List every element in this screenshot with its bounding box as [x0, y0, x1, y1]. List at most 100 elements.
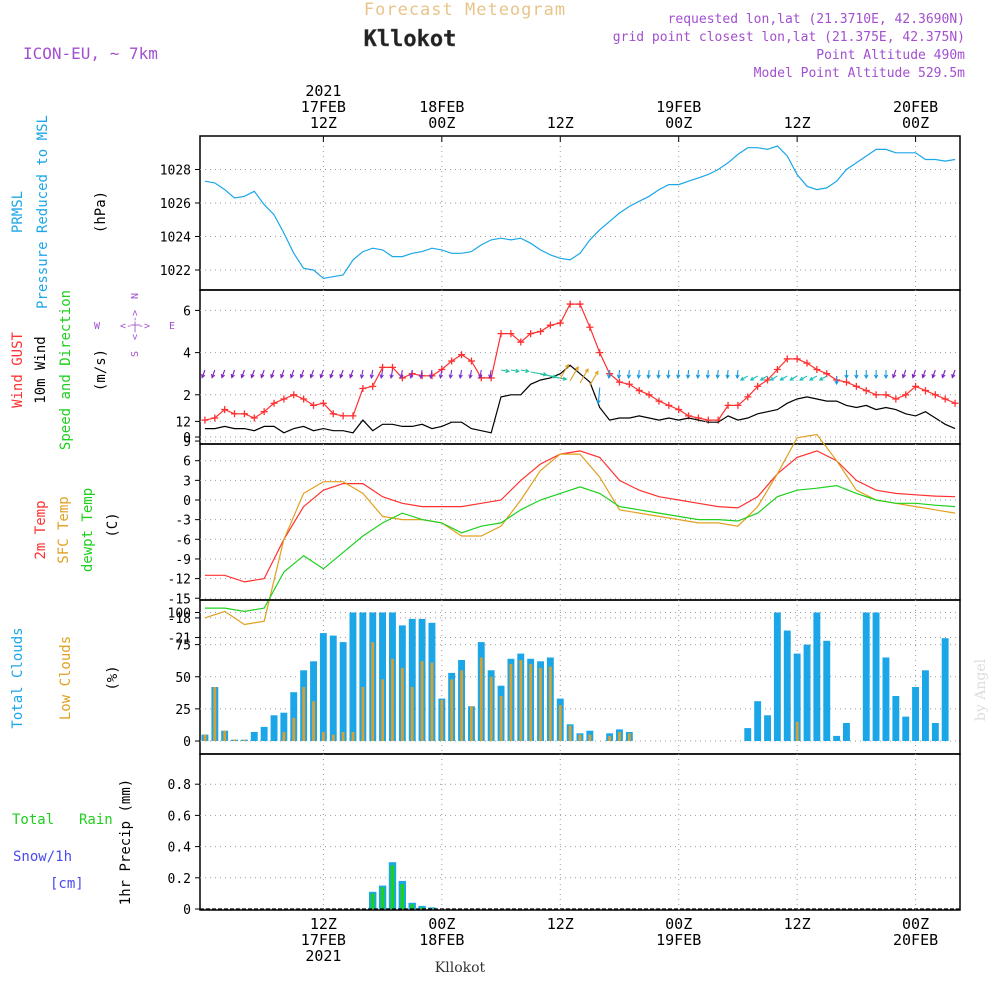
gust-marker [379, 363, 387, 371]
temperature-ytick-label: -15 [168, 592, 191, 607]
bar-low-clouds [509, 663, 513, 741]
bar-total-clouds [793, 653, 801, 741]
wind-arrow-head [270, 373, 275, 379]
wind-arrow-head [883, 374, 889, 380]
bar-low-clouds [440, 699, 444, 741]
wind-arrow [579, 368, 589, 384]
wind-arrow-head [409, 374, 414, 380]
wind-arrow [697, 369, 699, 379]
bar-total-clouds [310, 661, 317, 741]
gust-marker [349, 412, 357, 420]
time-label-bottom: 12Z [310, 915, 337, 933]
gust-marker [724, 401, 732, 409]
gust-marker [201, 416, 209, 424]
bar-low-clouds [243, 739, 246, 741]
bar-total-clouds [359, 612, 367, 741]
wind-arrow [201, 369, 206, 378]
wind-arrow [589, 371, 599, 386]
time-label-top: 2021 [305, 82, 341, 100]
gust-marker [931, 391, 939, 399]
wind-arrow [707, 369, 709, 379]
wind-arrow [951, 369, 956, 378]
wind-arrow [231, 369, 236, 378]
wind-arrow-head [749, 376, 755, 381]
watermark: by Angel [973, 658, 989, 721]
wind-arrow [380, 369, 384, 378]
gust-marker [842, 378, 850, 386]
series-2m-temp [204, 450, 956, 583]
wind-arrow-head [359, 374, 365, 380]
bar-total-clouds [290, 692, 298, 741]
wind-arrow [597, 387, 601, 404]
bar-total-clouds [902, 716, 910, 741]
wind-arrow-head [911, 373, 916, 379]
gust-marker [655, 397, 663, 405]
compass-e: E [169, 321, 175, 332]
bar-total-clouds [764, 715, 771, 741]
gust-marker [231, 410, 239, 418]
temperature-labels: 2m Temp SFC Temp dewpt Temp (C) [33, 488, 121, 572]
wind-arrow-head [676, 374, 681, 380]
wind-arrow [420, 369, 423, 378]
time-label-top: 00Z [428, 114, 455, 132]
wind-arrow [902, 369, 907, 378]
wind-arrow [941, 369, 946, 378]
bar-total-clouds [349, 612, 357, 741]
wind-arrow [390, 369, 394, 378]
wind-arrow [809, 375, 818, 381]
closest-coords: grid point closest lon,lat (21.375E, 42.… [613, 30, 965, 45]
precip-axis-label: 1hr Precip (mm) [118, 779, 134, 905]
precip-cm-label: [cm] [50, 876, 84, 892]
wind-arrow [410, 369, 413, 378]
gust-marker [912, 382, 920, 390]
wind-arrow [550, 375, 567, 380]
bar-total-clouds [339, 642, 347, 741]
wind-arrow-head [478, 374, 483, 380]
bar-low-clouds [302, 687, 306, 741]
wind-arrow [932, 369, 936, 378]
bar-low-clouds [401, 667, 404, 741]
wind-arrow-head [280, 373, 285, 379]
wind-arrow-head [428, 374, 434, 380]
clouds-ytick-label: 100 [168, 607, 191, 622]
temperature-frame [199, 443, 961, 601]
clouds-low-label: Low Clouds [58, 636, 74, 720]
gust-marker [556, 319, 564, 327]
temperature-ytick-label: 6 [183, 455, 191, 470]
wind-arrow-head [607, 374, 612, 380]
temperature-ytick-label: 0 [183, 494, 191, 509]
gust-marker [369, 382, 377, 390]
bar-low-clouds [381, 679, 384, 741]
wind-arrow-head [789, 376, 794, 381]
series-wind-gust [204, 303, 956, 421]
wind-arrow-head [564, 363, 569, 369]
temperature-ytick-label: 9 [183, 435, 191, 450]
gust-marker [388, 363, 396, 371]
wind-arrow [360, 369, 364, 378]
wind-arrow [251, 369, 255, 378]
wind-arrow [637, 369, 640, 379]
bar-low-clouds [203, 734, 207, 741]
time-label-bottom: 00Z [428, 915, 455, 933]
pressure-unit: (hPa) [93, 191, 109, 233]
time-label-bottom: 17FEB [301, 931, 346, 949]
clouds-total-label: Total Clouds [10, 627, 26, 728]
bar-total-clouds [882, 657, 890, 741]
wind-arrow-head [873, 374, 879, 380]
temperature-ytick-label: -3 [175, 514, 191, 529]
gust-marker [675, 406, 683, 414]
time-label-top: 12Z [310, 114, 337, 132]
bar-low-clouds [578, 734, 582, 741]
bar-low-clouds [460, 670, 463, 741]
time-label-bottom: 2021 [305, 947, 341, 965]
time-label-bottom: 20FEB [893, 931, 938, 949]
pressure-ytick-label: 1024 [160, 231, 191, 246]
gust-marker [221, 406, 229, 414]
wind-arrow-head [901, 373, 906, 379]
pressure-frame [199, 135, 961, 291]
temperature-ytick-label: -21 [168, 632, 191, 647]
bar-low-clouds [213, 687, 217, 741]
gust-marker [517, 338, 525, 346]
wind-arrow [667, 369, 670, 379]
bar-total-clouds [803, 644, 811, 741]
